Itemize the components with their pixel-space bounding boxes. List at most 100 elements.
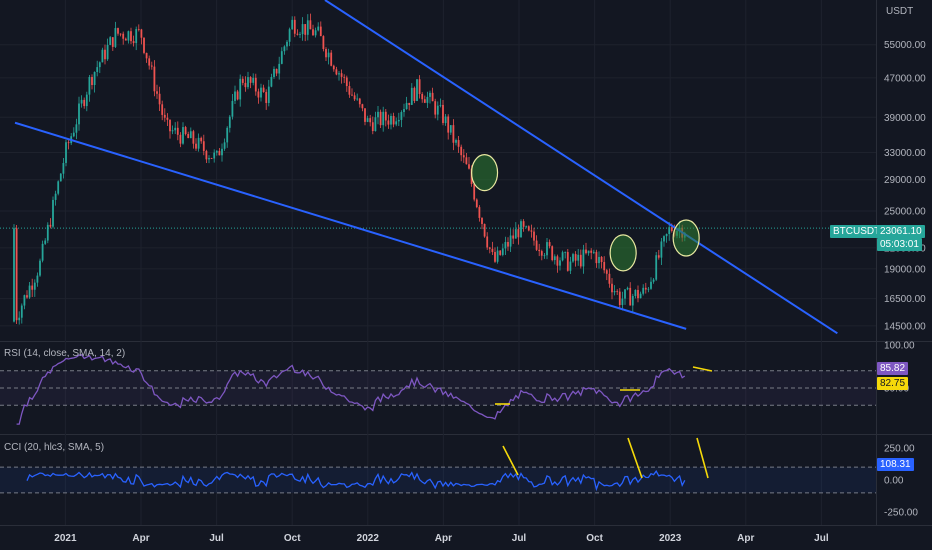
candle-body xyxy=(387,120,390,125)
candle-body xyxy=(117,28,119,34)
candle xyxy=(384,109,387,127)
candle xyxy=(457,135,460,153)
candle-body xyxy=(39,260,41,276)
candle-body xyxy=(208,158,210,160)
candle xyxy=(481,217,483,230)
candle-body xyxy=(660,241,663,258)
cci-line[interactable] xyxy=(26,470,686,492)
candle-body xyxy=(78,103,80,125)
candle xyxy=(124,37,127,41)
candle xyxy=(111,37,114,51)
candle-body xyxy=(249,77,252,83)
candle-body xyxy=(187,134,190,139)
candle-body xyxy=(137,29,140,30)
candle-body xyxy=(650,281,652,289)
highlight-circle[interactable] xyxy=(672,219,700,257)
highlight-circle[interactable] xyxy=(470,153,499,192)
symbol-tag[interactable]: BTCUSDT xyxy=(830,225,884,238)
candle-body xyxy=(223,142,226,149)
candle xyxy=(590,248,593,260)
trendline-upper[interactable] xyxy=(324,0,838,335)
candle xyxy=(579,249,582,269)
candle xyxy=(119,33,122,37)
candle-body xyxy=(291,19,294,30)
candle xyxy=(270,73,273,88)
candle-body xyxy=(603,262,606,271)
candle xyxy=(639,291,642,299)
highlight-circle[interactable] xyxy=(609,234,637,272)
candle xyxy=(546,238,548,260)
candle xyxy=(322,35,325,52)
candle-body xyxy=(317,26,320,31)
candle xyxy=(28,282,31,299)
candle xyxy=(286,40,288,51)
price-pane[interactable] xyxy=(0,0,876,335)
candle-body xyxy=(639,293,642,299)
candle xyxy=(132,35,135,47)
candle-body xyxy=(525,226,528,228)
candle-body xyxy=(553,256,556,261)
candle-body xyxy=(226,127,229,143)
rsi-signal-tag: 82.75 xyxy=(877,377,909,390)
candle xyxy=(137,24,140,32)
cci-annotation-line[interactable] xyxy=(696,437,709,479)
candle xyxy=(491,241,494,256)
candle xyxy=(403,103,405,117)
candle-body xyxy=(205,150,208,160)
candle-body xyxy=(561,252,564,261)
candle xyxy=(57,180,60,196)
candle xyxy=(239,74,242,107)
candle xyxy=(582,244,585,274)
candle-body xyxy=(104,49,106,60)
candle-body xyxy=(163,114,166,118)
candle xyxy=(20,303,23,324)
candle xyxy=(13,224,15,323)
candle xyxy=(587,250,590,256)
candle-body xyxy=(624,289,626,299)
candle xyxy=(655,251,658,281)
price-tick-label: 29000.00 xyxy=(884,175,926,186)
price-tick-label: 14500.00 xyxy=(884,321,926,332)
candle-body xyxy=(111,37,114,47)
candle xyxy=(444,114,447,126)
candle-body xyxy=(273,68,275,77)
candle-body xyxy=(182,127,184,144)
candle-body xyxy=(153,66,156,92)
candle xyxy=(442,100,444,126)
candle xyxy=(312,24,314,36)
rsi-annotation-line[interactable] xyxy=(692,366,713,372)
candle xyxy=(509,228,512,252)
candle-body xyxy=(215,150,218,153)
cci-annotation-line[interactable] xyxy=(627,437,643,479)
cci-annotation-line[interactable] xyxy=(502,445,519,476)
cci-label[interactable]: CCI (20, hlc3, SMA, 5) xyxy=(4,442,105,453)
cci-band-fill xyxy=(0,467,876,493)
time-tick-label: Jul xyxy=(814,533,829,544)
candle-body xyxy=(462,155,465,158)
rsi-line[interactable] xyxy=(16,354,686,425)
candle xyxy=(551,245,554,262)
candle xyxy=(626,286,629,291)
candle-body xyxy=(371,122,374,132)
candle xyxy=(88,75,91,102)
cci-pane[interactable] xyxy=(0,437,876,494)
candle xyxy=(306,14,309,41)
candle-body xyxy=(621,298,624,305)
rsi-label[interactable]: RSI (14, close, SMA, 14, 2) xyxy=(4,348,126,359)
candle-body xyxy=(379,111,382,126)
candle xyxy=(106,38,109,61)
candle xyxy=(41,240,44,263)
candle-body xyxy=(478,207,481,218)
candle xyxy=(452,119,455,151)
candle xyxy=(431,87,434,102)
candle xyxy=(205,149,208,163)
trendline-lower[interactable] xyxy=(14,121,687,330)
candle-body xyxy=(98,62,101,68)
candle-body xyxy=(234,91,236,101)
candle-body xyxy=(299,34,301,35)
candle-body xyxy=(569,261,572,271)
rsi-pane[interactable] xyxy=(0,354,876,425)
candle xyxy=(117,27,119,36)
candle-body xyxy=(20,305,23,318)
